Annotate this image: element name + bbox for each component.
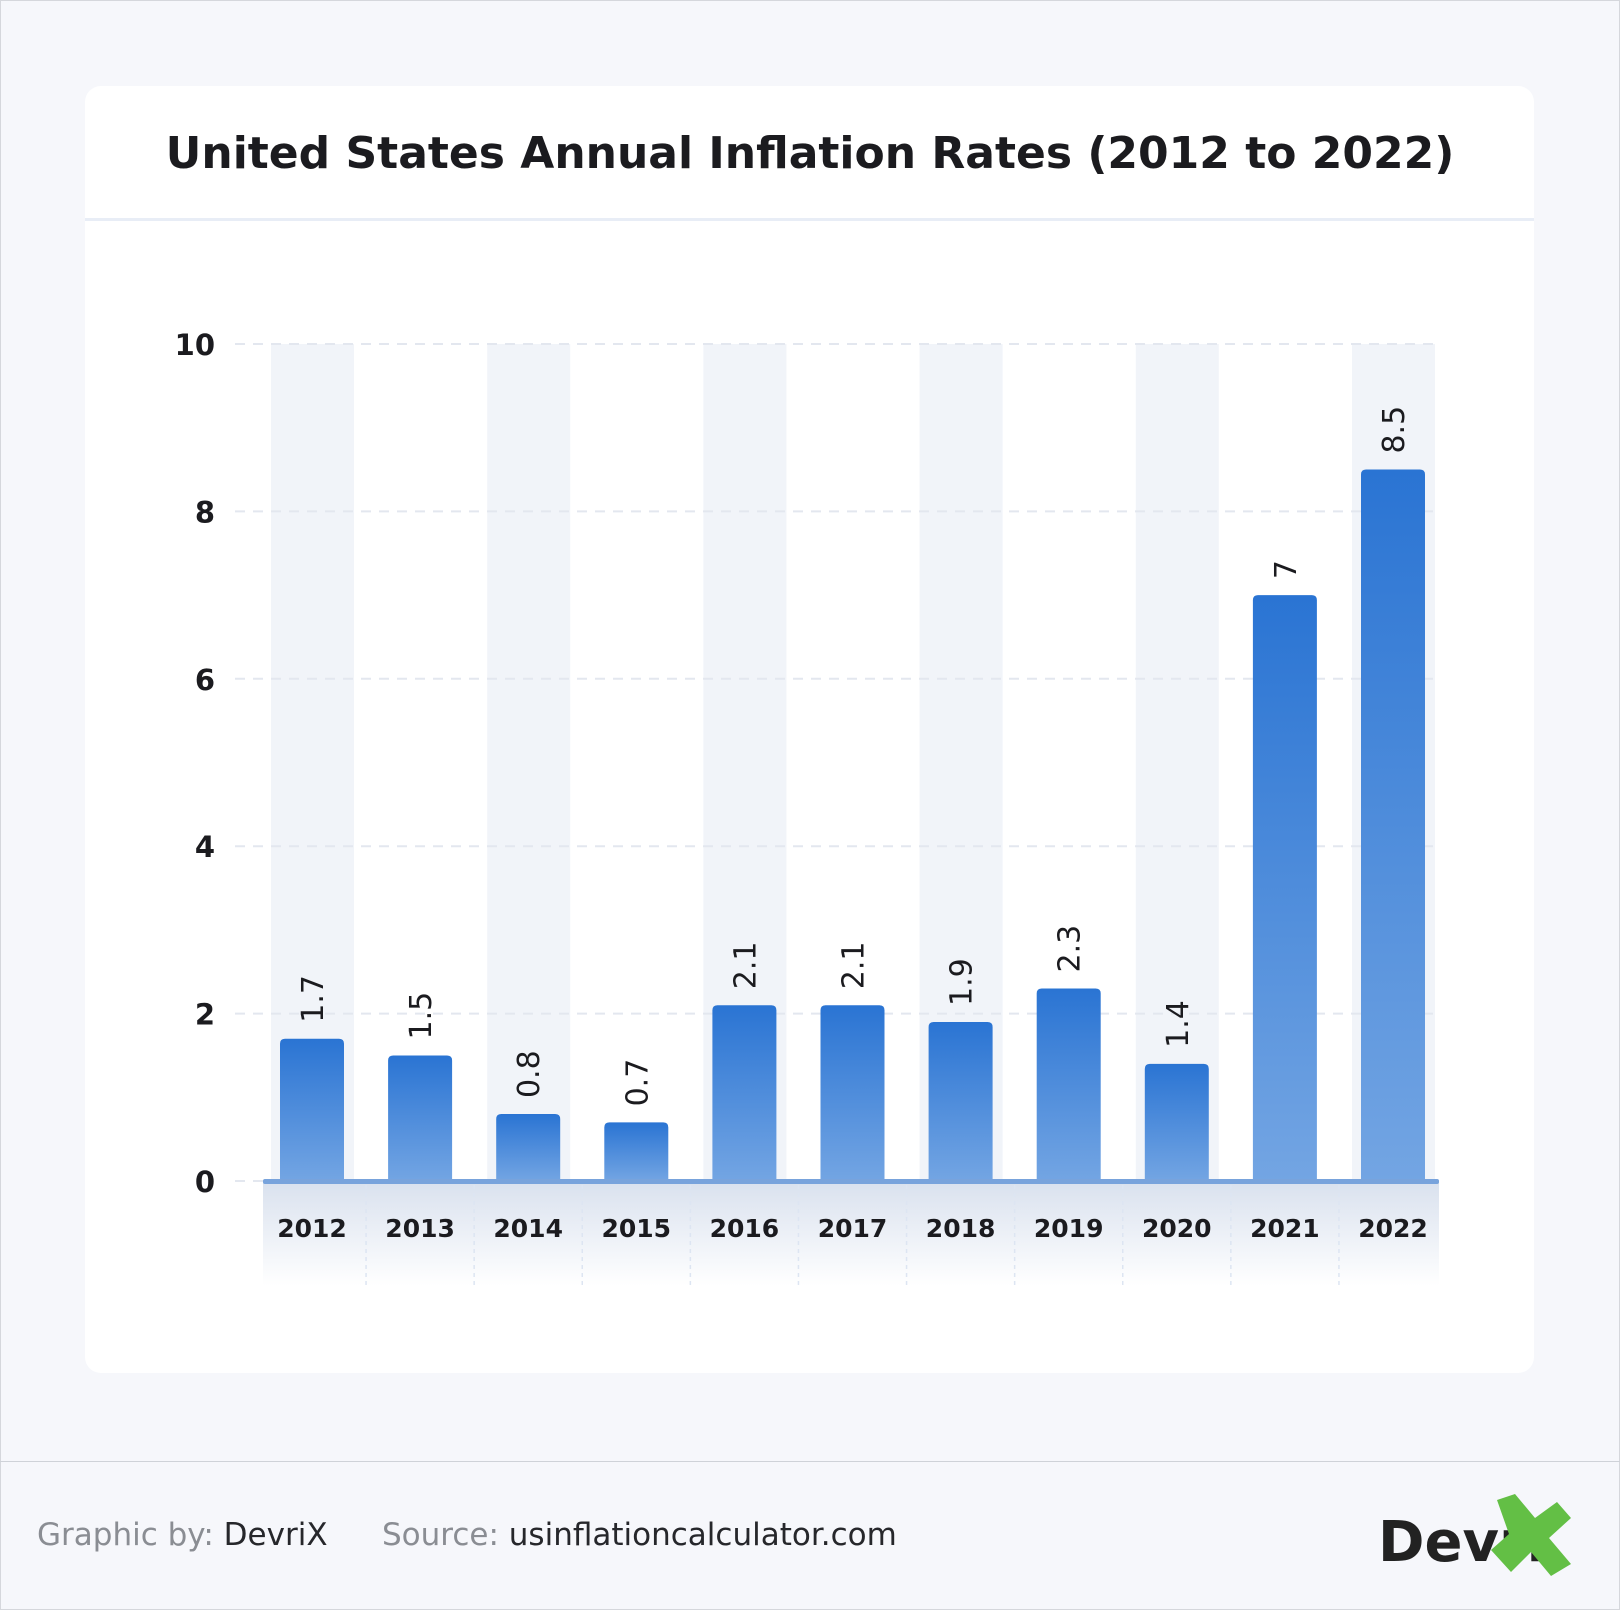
- source-credit: Source: usinflationcalculator.com: [382, 1517, 897, 1553]
- bar: [1144, 1063, 1209, 1181]
- value-label: 1.4: [1161, 1000, 1196, 1048]
- x-axis-line: [263, 1179, 1439, 1184]
- y-tick-label: 2: [195, 998, 215, 1032]
- bar: [820, 1005, 885, 1181]
- x-tick-label: 2019: [1034, 1214, 1104, 1243]
- graphic-by-label: Graphic by:: [37, 1517, 214, 1553]
- column-band: [1135, 344, 1219, 1181]
- value-label: 2.1: [837, 942, 872, 990]
- y-tick-label: 4: [195, 830, 215, 864]
- bar: [604, 1122, 669, 1181]
- x-tick-label: 2017: [818, 1214, 888, 1243]
- x-tick-label: 2020: [1142, 1214, 1212, 1243]
- title-divider: [85, 218, 1534, 221]
- value-label: 1.7: [296, 975, 331, 1023]
- y-tick-label: 10: [175, 328, 215, 362]
- source-label: Source:: [382, 1517, 499, 1553]
- bar: [388, 1055, 453, 1181]
- bar: [928, 1021, 993, 1181]
- column-band: [487, 344, 571, 1181]
- x-tick-label: 2013: [385, 1214, 455, 1243]
- chart-title: United States Annual Inflation Rates (20…: [165, 128, 1455, 179]
- value-label: 2.3: [1053, 925, 1088, 973]
- bar: [496, 1114, 561, 1181]
- bar: [280, 1038, 344, 1181]
- value-label: 7: [1269, 560, 1304, 579]
- value-label: 0.8: [512, 1050, 547, 1098]
- x-tick-label: 2021: [1250, 1214, 1320, 1243]
- x-tick-label: 2022: [1358, 1214, 1428, 1243]
- bar: [712, 1005, 777, 1181]
- x-tick-label: 2012: [277, 1214, 347, 1243]
- bar: [1252, 595, 1317, 1181]
- footer-divider: [0, 1461, 1620, 1462]
- y-tick-label: 6: [195, 663, 215, 697]
- y-tick-label: 0: [195, 1165, 215, 1199]
- y-tick-label: 8: [195, 495, 215, 529]
- devrix-logo: Devri: [1378, 1494, 1571, 1576]
- x-tick-label: 2014: [493, 1214, 563, 1243]
- bar: [1361, 469, 1425, 1181]
- x-tick-label: 2015: [602, 1214, 672, 1243]
- x-axis-band: [263, 1181, 1439, 1286]
- graphic-by-value: DevriX: [223, 1517, 328, 1553]
- value-label: 1.5: [404, 992, 439, 1040]
- value-label: 0.7: [620, 1059, 655, 1107]
- source-value: usinflationcalculator.com: [508, 1517, 897, 1553]
- value-label: 1.9: [945, 958, 980, 1006]
- x-tick-label: 2018: [926, 1214, 996, 1243]
- x-tick-label: 2016: [710, 1214, 780, 1243]
- bar: [1036, 988, 1101, 1181]
- value-label: 8.5: [1377, 406, 1412, 454]
- graphic-credit: Graphic by: DevriX: [37, 1517, 328, 1553]
- value-label: 2.1: [728, 942, 763, 990]
